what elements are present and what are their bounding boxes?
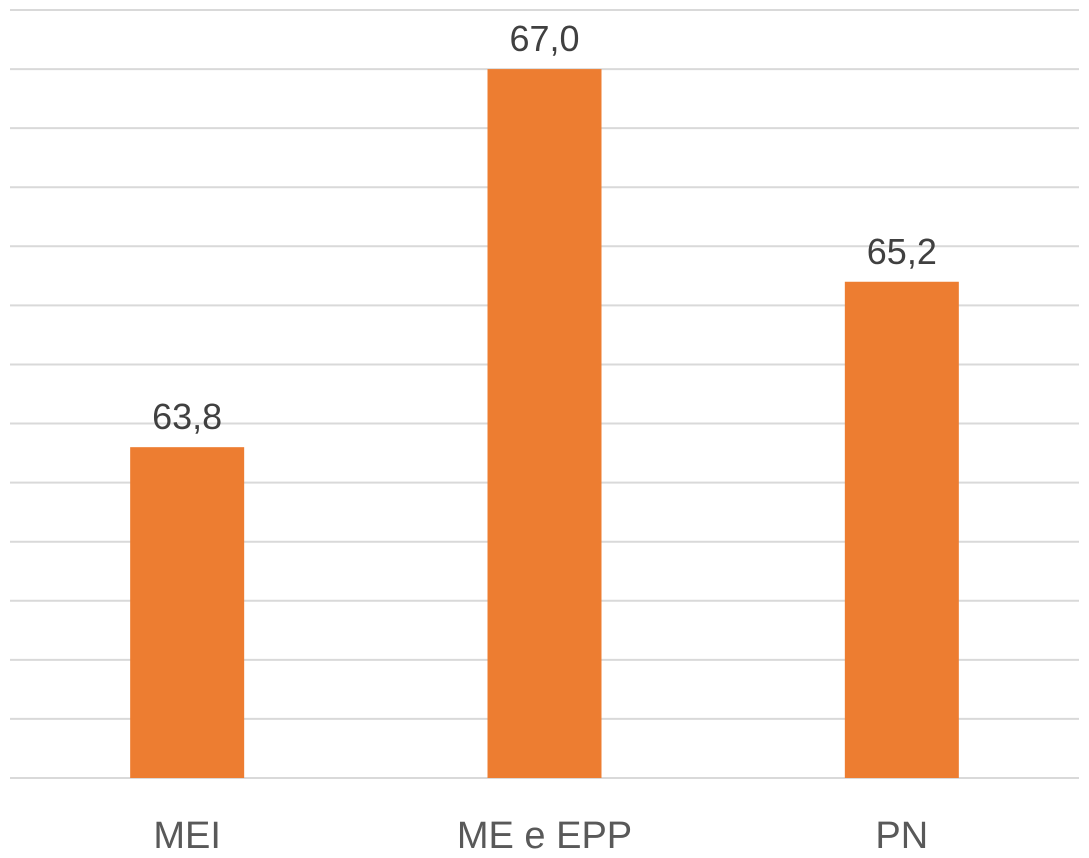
category-label: ME e EPP xyxy=(457,815,632,857)
data-label: 67,0 xyxy=(509,18,579,59)
bar-me-e-epp xyxy=(487,69,602,779)
data-labels: 63,8 67,0 65,2 xyxy=(152,18,937,437)
category-label: PN xyxy=(875,815,928,857)
data-label: 65,2 xyxy=(867,231,937,272)
bars xyxy=(130,69,959,779)
category-label: MEI xyxy=(153,815,221,857)
data-label: 63,8 xyxy=(152,396,222,437)
bar-mei xyxy=(130,447,245,778)
category-labels: MEI ME e EPP PN xyxy=(153,815,928,857)
bar-pn xyxy=(844,281,959,778)
